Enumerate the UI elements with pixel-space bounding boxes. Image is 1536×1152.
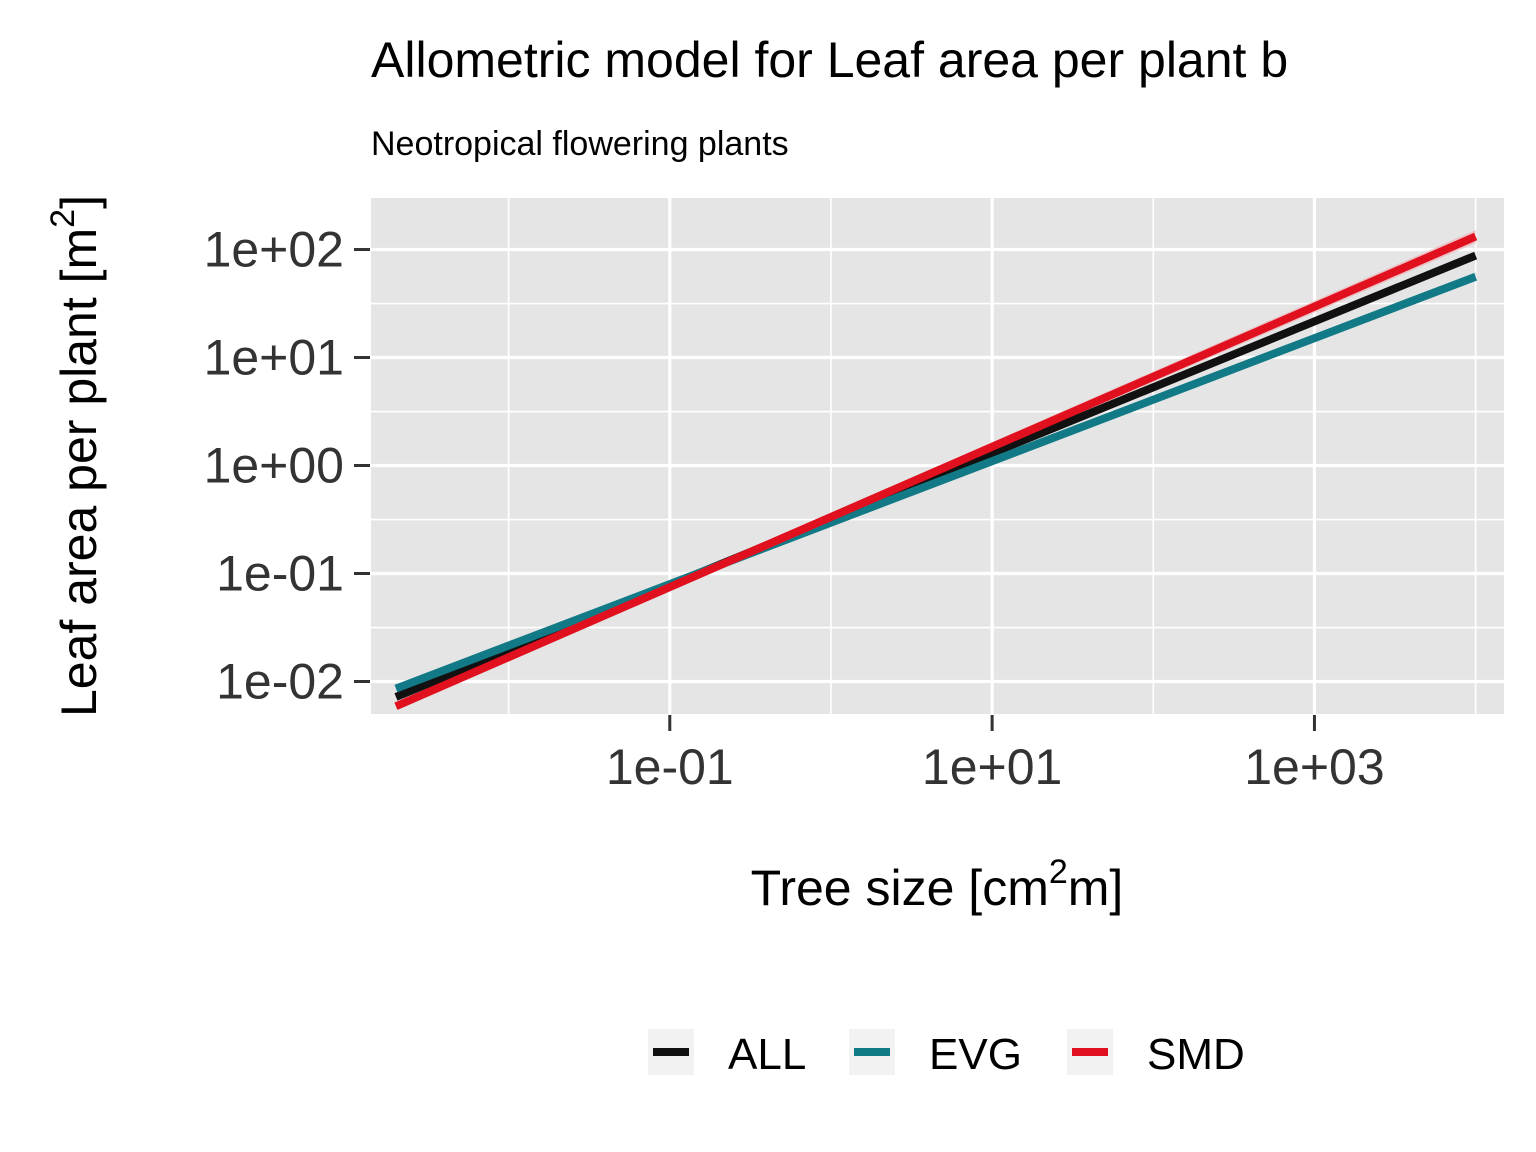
y-tick-label: 1e-02 bbox=[216, 653, 344, 709]
y-axis-title-tail: ] bbox=[51, 195, 107, 209]
x-tick-label: 1e+03 bbox=[1244, 739, 1384, 795]
legend-label-all: ALL bbox=[728, 1030, 806, 1079]
y-axis-title-base: Leaf area per plant [m bbox=[51, 228, 107, 717]
y-axis-title-sup: 2 bbox=[44, 209, 82, 228]
y-axis-title: Leaf area per plant [m2] bbox=[44, 195, 107, 717]
chart-subtitle: Neotropical flowering plants bbox=[371, 125, 789, 163]
y-tick-label: 1e+01 bbox=[204, 330, 344, 386]
x-axis-title-tail: m] bbox=[1068, 860, 1124, 916]
x-tick-label: 1e+01 bbox=[922, 739, 1062, 795]
axes: 1e-02 1e-01 1e+00 1e+01 1e+02 1e-01 1e+01 1e+03 bbox=[204, 222, 1385, 795]
legend-label-smd: SMD bbox=[1147, 1030, 1245, 1079]
series-line-evg bbox=[394, 272, 1478, 693]
x-axis-title-sup: 2 bbox=[1049, 853, 1068, 891]
series-lines bbox=[394, 232, 1478, 710]
x-tick-label: 1e-01 bbox=[606, 739, 734, 795]
x-axis-title-base: Tree size [cm bbox=[751, 860, 1049, 916]
y-tick-label: 1e+00 bbox=[204, 438, 344, 494]
legend: ALL EVG SMD bbox=[648, 1029, 1245, 1079]
chart-title: Allometric model for Leaf area per plant… bbox=[371, 32, 1288, 88]
legend-label-evg: EVG bbox=[929, 1030, 1022, 1079]
y-tick-label: 1e-01 bbox=[216, 545, 344, 601]
x-axis-title: Tree size [cm2m] bbox=[751, 853, 1124, 916]
series-line-smd bbox=[394, 232, 1478, 710]
y-tick-label: 1e+02 bbox=[204, 222, 344, 278]
